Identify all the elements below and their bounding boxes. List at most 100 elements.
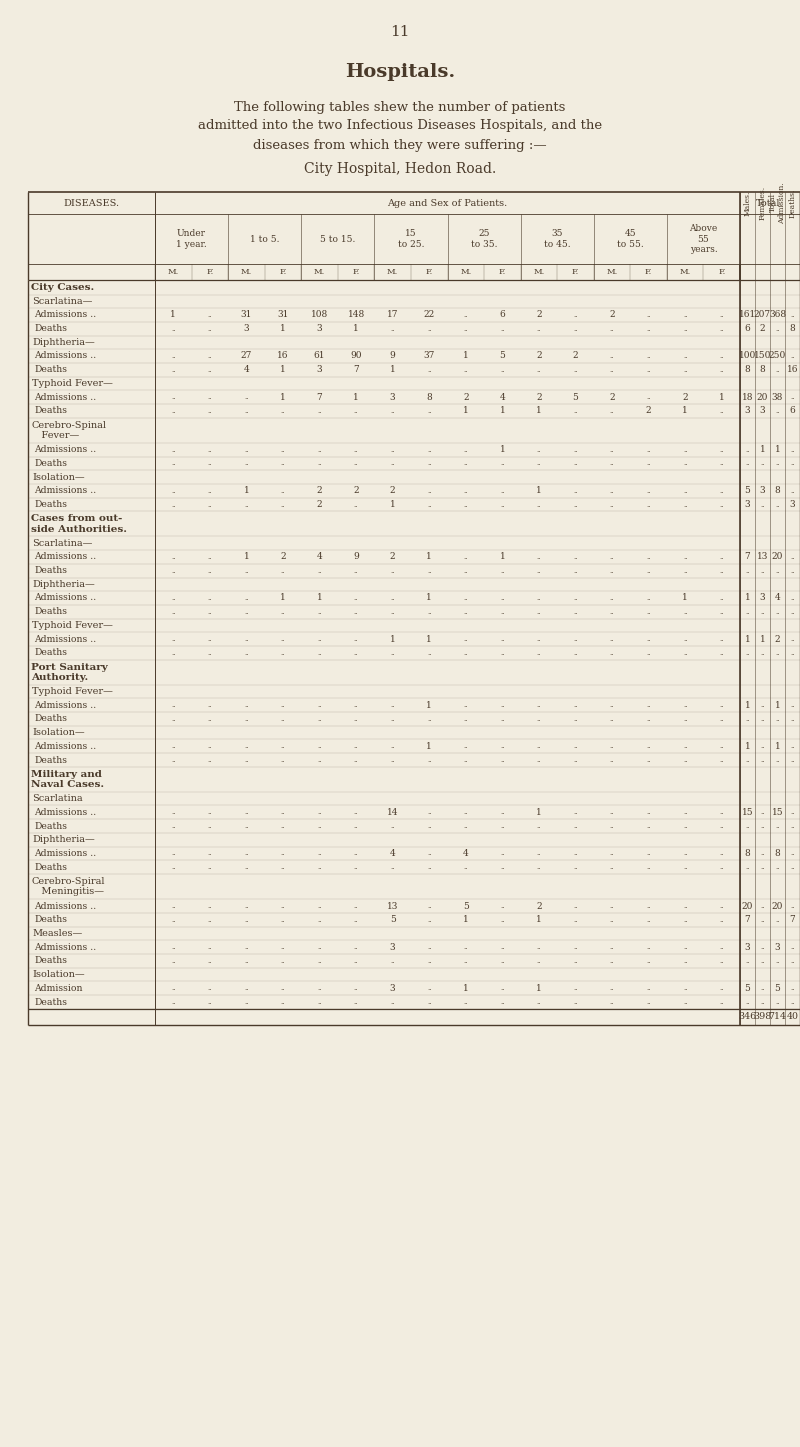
Text: ..: .. bbox=[775, 407, 780, 415]
Text: ..: .. bbox=[463, 864, 468, 871]
Text: ..: .. bbox=[719, 608, 724, 616]
Text: ..: .. bbox=[500, 635, 505, 642]
Text: ..: .. bbox=[171, 635, 175, 642]
Text: Above
55
years.: Above 55 years. bbox=[690, 224, 718, 253]
Text: ..: .. bbox=[574, 822, 578, 831]
Text: ..: .. bbox=[610, 501, 614, 508]
Text: ..: .. bbox=[281, 742, 286, 751]
Text: Admissions ..: Admissions .. bbox=[34, 486, 96, 495]
Text: ..: .. bbox=[463, 446, 468, 454]
Text: Deaths: Deaths bbox=[34, 997, 67, 1007]
Text: Typhoid Fever—: Typhoid Fever— bbox=[32, 379, 113, 388]
Text: Isolation—: Isolation— bbox=[32, 969, 85, 980]
Text: Admissions ..: Admissions .. bbox=[34, 901, 96, 910]
Text: 1: 1 bbox=[317, 593, 322, 602]
Text: ..: .. bbox=[537, 998, 541, 1006]
Text: 9: 9 bbox=[354, 553, 359, 561]
Text: ..: .. bbox=[775, 757, 780, 764]
Text: ..: .. bbox=[244, 702, 249, 709]
Text: Scarlatina: Scarlatina bbox=[32, 794, 82, 803]
Text: Deaths: Deaths bbox=[34, 648, 67, 657]
Text: Deaths: Deaths bbox=[34, 862, 67, 871]
Text: ..: .. bbox=[171, 608, 175, 616]
Text: ..: .. bbox=[610, 822, 614, 831]
Text: ..: .. bbox=[390, 956, 395, 965]
Text: ..: .. bbox=[574, 486, 578, 495]
Text: ..: .. bbox=[318, 460, 322, 467]
Text: ..: .. bbox=[281, 822, 286, 831]
Text: ..: .. bbox=[318, 742, 322, 751]
Text: 1: 1 bbox=[354, 392, 359, 402]
Text: ..: .. bbox=[207, 311, 212, 318]
Text: ..: .. bbox=[760, 998, 765, 1006]
Text: Deaths: Deaths bbox=[34, 755, 67, 764]
Text: ..: .. bbox=[354, 635, 358, 642]
Text: ..: .. bbox=[646, 324, 651, 333]
Text: ..: .. bbox=[318, 849, 322, 858]
Text: 1: 1 bbox=[745, 700, 750, 709]
Text: ..: .. bbox=[719, 849, 724, 858]
Text: ..: .. bbox=[463, 595, 468, 602]
Text: ..: .. bbox=[318, 864, 322, 871]
Text: ..: .. bbox=[463, 757, 468, 764]
Text: ..: .. bbox=[500, 486, 505, 495]
Text: ..: .. bbox=[354, 984, 358, 993]
Text: admitted into the two Infectious Diseases Hospitals, and the: admitted into the two Infectious Disease… bbox=[198, 120, 602, 133]
Text: ..: .. bbox=[427, 460, 431, 467]
Text: ..: .. bbox=[427, 998, 431, 1006]
Text: 1: 1 bbox=[760, 446, 766, 454]
Text: 1: 1 bbox=[280, 324, 286, 333]
Text: ..: .. bbox=[760, 864, 765, 871]
Text: 4: 4 bbox=[774, 593, 780, 602]
Text: F.: F. bbox=[498, 268, 506, 276]
Text: ..: .. bbox=[646, 648, 651, 657]
Text: ..: .. bbox=[574, 407, 578, 415]
Text: ..: .. bbox=[537, 702, 541, 709]
Text: ..: .. bbox=[354, 567, 358, 574]
Text: ..: .. bbox=[646, 366, 651, 373]
Text: ..: .. bbox=[244, 901, 249, 910]
Text: ..: .. bbox=[683, 352, 687, 360]
Text: ..: .. bbox=[683, 486, 687, 495]
Text: ..: .. bbox=[719, 553, 724, 561]
Text: ..: .. bbox=[207, 715, 212, 724]
Text: ..: .. bbox=[171, 943, 175, 951]
Text: 6: 6 bbox=[790, 407, 795, 415]
Text: ..: .. bbox=[171, 822, 175, 831]
Text: ..: .. bbox=[390, 822, 395, 831]
Text: 3: 3 bbox=[774, 942, 780, 952]
Text: 1: 1 bbox=[499, 446, 506, 454]
Text: Military and
Naval Cases.: Military and Naval Cases. bbox=[31, 770, 104, 789]
Text: Total
Admission.: Total Admission. bbox=[769, 182, 786, 224]
Text: ..: .. bbox=[171, 352, 175, 360]
Text: ..: .. bbox=[207, 809, 212, 816]
Text: ..: .. bbox=[719, 715, 724, 724]
Text: ..: .. bbox=[719, 501, 724, 508]
Text: Deaths: Deaths bbox=[34, 566, 67, 576]
Text: ..: .. bbox=[171, 956, 175, 965]
Text: ..: .. bbox=[683, 864, 687, 871]
Text: 7: 7 bbox=[745, 916, 750, 925]
Text: ..: .. bbox=[574, 916, 578, 923]
Text: ..: .. bbox=[281, 984, 286, 993]
Text: 31: 31 bbox=[278, 311, 289, 320]
Text: Admissions ..: Admissions .. bbox=[34, 742, 96, 751]
Text: Measles—: Measles— bbox=[32, 929, 82, 938]
Text: ..: .. bbox=[537, 324, 541, 333]
Text: ..: .. bbox=[354, 916, 358, 923]
Text: ..: .. bbox=[171, 715, 175, 724]
Text: ..: .. bbox=[719, 567, 724, 574]
Text: ..: .. bbox=[207, 849, 212, 858]
Text: ..: .. bbox=[746, 608, 750, 616]
Text: ..: .. bbox=[244, 757, 249, 764]
Text: ..: .. bbox=[719, 648, 724, 657]
Text: ..: .. bbox=[318, 648, 322, 657]
Text: ..: .. bbox=[281, 809, 286, 816]
Text: ..: .. bbox=[610, 595, 614, 602]
Text: 11: 11 bbox=[390, 25, 410, 39]
Text: Deaths.: Deaths. bbox=[789, 188, 797, 217]
Text: ..: .. bbox=[537, 742, 541, 751]
Text: ..: .. bbox=[171, 394, 175, 401]
Text: ..: .. bbox=[537, 956, 541, 965]
Text: ..: .. bbox=[281, 864, 286, 871]
